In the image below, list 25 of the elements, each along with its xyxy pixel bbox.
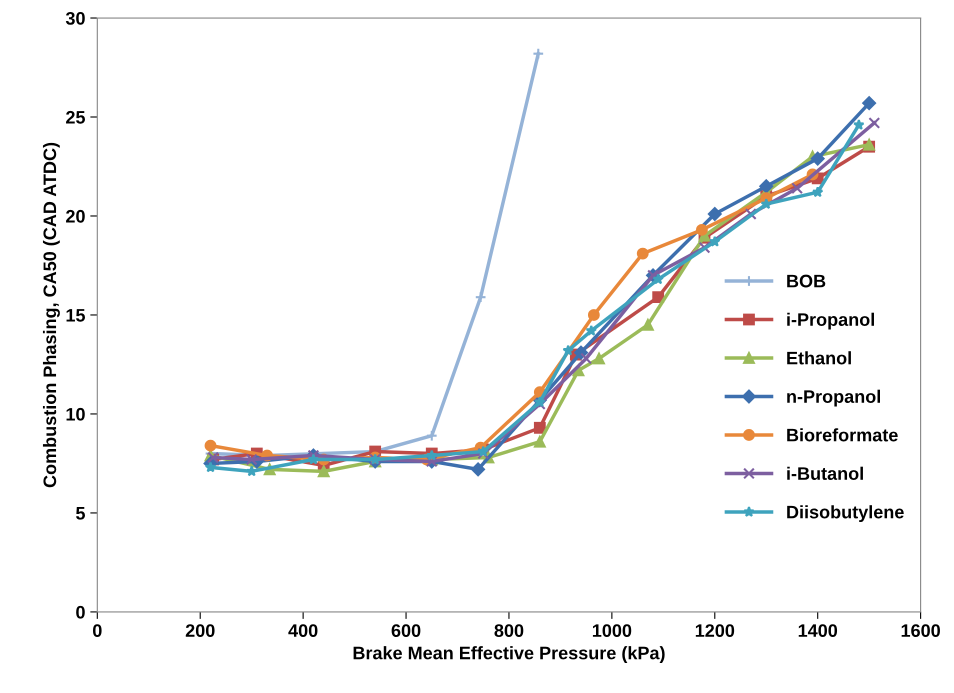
x-tick-label: 1400 bbox=[798, 624, 838, 637]
x-tick-label: 1000 bbox=[592, 624, 632, 637]
legend-label: BOB bbox=[787, 274, 826, 288]
x-tick-label: 1600 bbox=[902, 624, 940, 637]
legend-label: Diisobutylene bbox=[787, 505, 904, 522]
y-axis-title: Combustion Phasing, CA50 (CAD ATDC) bbox=[42, 142, 60, 488]
y-tick-label: 25 bbox=[66, 110, 85, 124]
x-tick-label: 400 bbox=[288, 624, 318, 637]
legend-label: Ethanol bbox=[787, 351, 851, 364]
y-tick-label: 15 bbox=[66, 309, 85, 322]
legend-label: n-Propanol bbox=[787, 390, 880, 407]
x-axis-title: Brake Mean Effective Pressure (kPa) bbox=[354, 646, 665, 663]
legend-label: i-Butanol bbox=[787, 466, 863, 480]
x-tick-label: 1200 bbox=[696, 624, 734, 637]
x-tick-label: 0 bbox=[93, 624, 102, 637]
y-tick-label: 30 bbox=[66, 12, 85, 25]
legend-label: i-Propanol bbox=[787, 312, 874, 330]
x-tick-label: 800 bbox=[494, 624, 524, 637]
y-tick-label: 10 bbox=[66, 408, 85, 421]
y-tick-label: 0 bbox=[76, 606, 85, 619]
x-tick-label: 600 bbox=[392, 624, 420, 637]
x-tick-label: 200 bbox=[186, 624, 215, 637]
y-tick-label: 5 bbox=[76, 507, 85, 520]
legend-label: Bioreformate bbox=[787, 428, 898, 442]
y-tick-label: 20 bbox=[66, 210, 85, 223]
